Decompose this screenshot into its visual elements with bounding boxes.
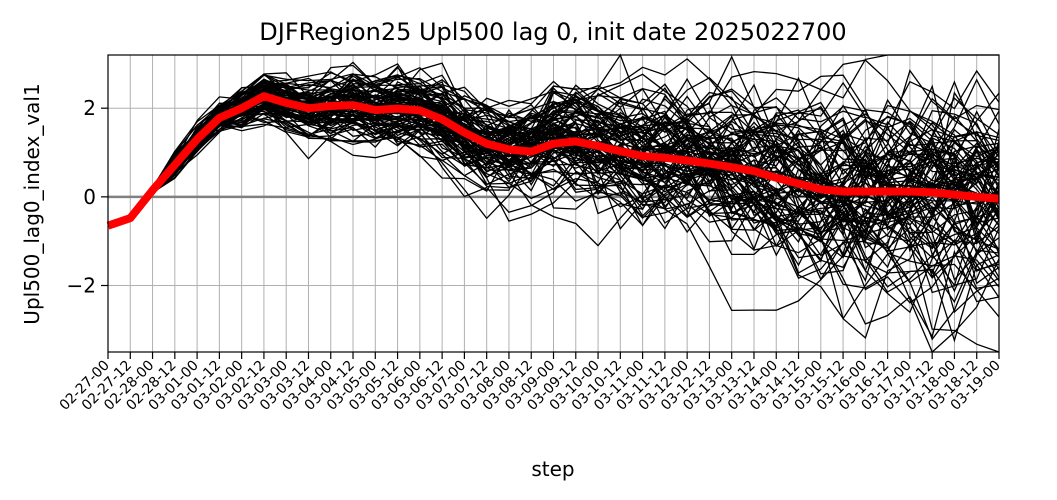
x-axis: 02-27-0002-27-1202-28-0002-28-1203-01-00…	[57, 352, 1004, 414]
ensemble-member-line	[107, 98, 1000, 231]
ensemble-member-line	[107, 82, 1000, 261]
mean-line	[106, 92, 1000, 230]
ensemble-mean-line	[106, 92, 1000, 230]
ensemble-member-line	[107, 75, 1000, 340]
ensemble-member-line	[107, 88, 1000, 251]
y-axis-label: Upl500_lag0_index_val1	[20, 83, 44, 324]
ensemble-member-line	[107, 94, 1000, 227]
ensemble-member-line	[107, 108, 1000, 227]
ensemble-member-line	[107, 107, 1000, 293]
x-axis-label: step	[531, 457, 574, 481]
y-tick-label: 0	[83, 185, 96, 209]
ensemble-member-line	[107, 73, 1000, 227]
y-axis: −2 0 2	[67, 96, 108, 298]
ensemble-member-line	[107, 87, 1000, 245]
y-tick-label: 2	[83, 96, 96, 120]
chart-title: DJFRegion25 Upl500 lag 0, init date 2025…	[259, 18, 846, 46]
y-tick-label: −2	[67, 274, 96, 298]
